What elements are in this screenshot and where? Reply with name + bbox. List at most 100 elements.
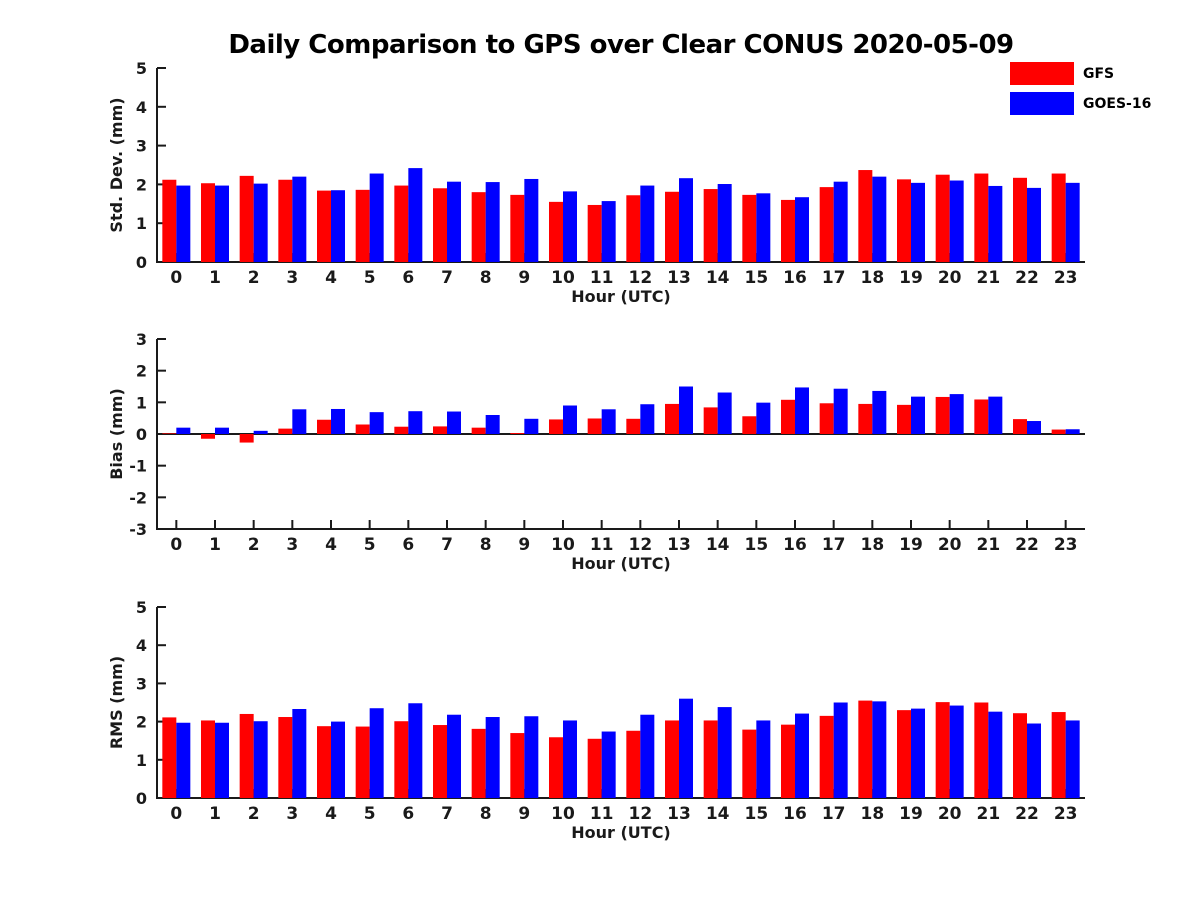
y-tick-label: 3 (136, 137, 147, 156)
bar (781, 199, 795, 262)
x-tick-label: 12 (628, 804, 652, 824)
bar (795, 713, 809, 798)
bar (833, 181, 848, 262)
x-tick-label: 19 (899, 804, 923, 824)
x-tick-label: 17 (822, 804, 846, 824)
x-tick-label: 0 (170, 804, 182, 824)
x-axis-label: Hour (UTC) (571, 554, 671, 573)
x-axis-label: Hour (UTC) (571, 287, 671, 306)
bar (278, 717, 293, 798)
bar (679, 178, 693, 262)
bar (756, 720, 771, 798)
bar (369, 173, 384, 262)
bar (176, 185, 191, 262)
bar (872, 176, 887, 262)
bar (781, 399, 795, 434)
bar (253, 183, 268, 262)
bar (433, 188, 447, 262)
bar (549, 201, 563, 262)
bar (601, 409, 616, 434)
bar (176, 722, 191, 798)
bar (974, 702, 989, 798)
bars-goes-16 (176, 168, 1080, 262)
bar (717, 707, 732, 798)
x-tick-label: 2 (248, 804, 260, 824)
x-tick-label: 23 (1054, 268, 1078, 288)
x-tick-label: 20 (938, 535, 962, 555)
bar (897, 710, 911, 798)
bar (369, 412, 384, 434)
x-tick-label: 3 (286, 268, 298, 288)
x-tick-label: 20 (938, 268, 962, 288)
legend: GFS GOES-16 (1010, 62, 1151, 122)
x-tick-label: 2 (248, 268, 260, 288)
bar (1051, 429, 1066, 434)
bar (949, 394, 964, 434)
bar (897, 404, 911, 434)
bar (394, 721, 409, 798)
x-axis-label: Hour (UTC) (571, 823, 671, 842)
bar (819, 403, 834, 434)
x-tick-label: 2 (248, 535, 260, 555)
bar (317, 726, 331, 798)
bar (317, 419, 331, 434)
x-tick-label: 7 (441, 804, 453, 824)
bar (549, 737, 563, 798)
x-tick-label: 13 (667, 804, 691, 824)
bar (819, 715, 834, 798)
x-tick-label: 21 (976, 268, 1000, 288)
legend-label-goes-16: GOES-16 (1083, 95, 1152, 112)
y-tick-label: 2 (136, 713, 147, 732)
bar (510, 733, 525, 798)
x-tick-label: 16 (783, 535, 807, 555)
x-tick-label: 4 (325, 268, 337, 288)
x-tick-label: 14 (706, 804, 730, 824)
bar (833, 702, 848, 798)
y-tick-label: 0 (136, 253, 147, 272)
bar (485, 717, 500, 798)
bar (949, 180, 964, 262)
y-tick-label: 2 (136, 175, 147, 194)
x-tick-label: 9 (518, 535, 530, 555)
x-tick-label: 22 (1015, 268, 1039, 288)
x-tick-label: 16 (783, 804, 807, 824)
x-tick-label: 13 (667, 268, 691, 288)
y-tick-label: 1 (136, 214, 147, 233)
bar (665, 191, 679, 262)
x-tick-label: 14 (706, 268, 730, 288)
bar (563, 720, 577, 798)
bar (988, 185, 1003, 262)
bar (935, 702, 950, 798)
bar (1013, 419, 1027, 434)
x-tick-label: 17 (822, 535, 846, 555)
chart-title: Daily Comparison to GPS over Clear CONUS… (228, 30, 1014, 60)
x-tick-label: 0 (170, 535, 182, 555)
bar (471, 728, 486, 798)
bar (665, 403, 679, 434)
bar (601, 731, 616, 798)
bar (471, 192, 486, 262)
bar (795, 197, 809, 262)
x-tick-label: 19 (899, 268, 923, 288)
x-tick-label: 15 (744, 268, 768, 288)
bar (292, 176, 307, 262)
x-tick-label: 15 (744, 535, 768, 555)
bar (447, 411, 461, 434)
x-tick-label: 5 (364, 804, 376, 824)
bar (549, 419, 563, 434)
x-tick-label: 9 (518, 268, 530, 288)
bar (640, 714, 655, 798)
x-tick-label: 1 (209, 268, 221, 288)
x-tick-label: 5 (364, 535, 376, 555)
y-tick-label: 4 (136, 98, 147, 117)
x-tick-label: 18 (860, 535, 884, 555)
legend-entry-goes-16: GOES-16 (1010, 92, 1151, 115)
x-tick-label: 13 (667, 535, 691, 555)
bar (911, 182, 925, 262)
bar (355, 189, 370, 262)
bars-gfs (162, 700, 1066, 798)
x-tick-label: 9 (518, 804, 530, 824)
y-tick-label: -2 (129, 488, 147, 507)
bar (833, 388, 848, 434)
